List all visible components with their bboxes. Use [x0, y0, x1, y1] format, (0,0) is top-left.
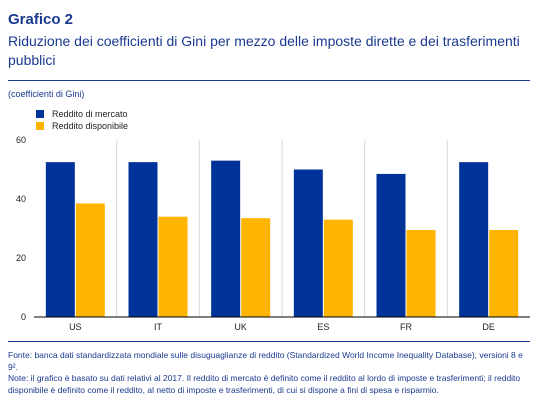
source-note: Fonte: banca dati standardizzata mondial… — [8, 350, 523, 372]
bar-chart: 0 20 40 60 US IT UK ES FR DE — [16, 135, 530, 332]
legend-swatch-series2 — [36, 122, 44, 130]
bar-disposable-income-us — [75, 203, 105, 317]
legend-label-series2: Reddito disponibile — [52, 121, 129, 131]
header-divider — [8, 80, 530, 81]
legend-item-series2: Reddito disponibile — [36, 120, 128, 132]
y-tick-label: 20 — [16, 253, 26, 263]
bar-market-income-de — [459, 162, 489, 317]
footnote: Fonte: banca dati standardizzata mondial… — [8, 350, 532, 396]
bar-disposable-income-de — [489, 229, 519, 317]
legend-label-series1: Reddito di mercato — [52, 109, 128, 119]
bar-disposable-income-it — [158, 216, 188, 317]
bar-disposable-income-es — [323, 219, 353, 317]
bar-market-income-es — [293, 169, 323, 317]
notes-text: Note: il grafico è basato su dati relati… — [8, 373, 521, 395]
x-tick-label: US — [69, 322, 82, 332]
figure-title: Riduzione dei coefficienti di Gini per m… — [8, 33, 520, 68]
bar-market-income-uk — [211, 160, 241, 317]
x-tick-label: DE — [482, 322, 495, 332]
y-tick-label: 0 — [21, 312, 26, 322]
x-tick-label: FR — [400, 322, 412, 332]
bar-disposable-income-fr — [406, 229, 436, 317]
footer-divider — [8, 341, 530, 342]
bar-market-income-us — [45, 162, 75, 317]
y-tick-label: 60 — [16, 135, 26, 145]
x-tick-label: UK — [234, 322, 247, 332]
x-tick-label: ES — [317, 322, 329, 332]
y-tick-label: 40 — [16, 194, 26, 204]
bar-market-income-it — [128, 162, 158, 317]
bar-market-income-fr — [376, 173, 406, 317]
bar-disposable-income-uk — [241, 218, 271, 317]
legend-item-series1: Reddito di mercato — [36, 108, 128, 120]
x-tick-label: IT — [154, 322, 163, 332]
chart-legend: Reddito di mercato Reddito disponibile — [36, 108, 128, 132]
legend-swatch-series1 — [36, 110, 44, 118]
figure-label: Grafico 2 — [8, 11, 74, 28]
chart-subtitle: (coefficienti di Gini) — [8, 89, 85, 99]
